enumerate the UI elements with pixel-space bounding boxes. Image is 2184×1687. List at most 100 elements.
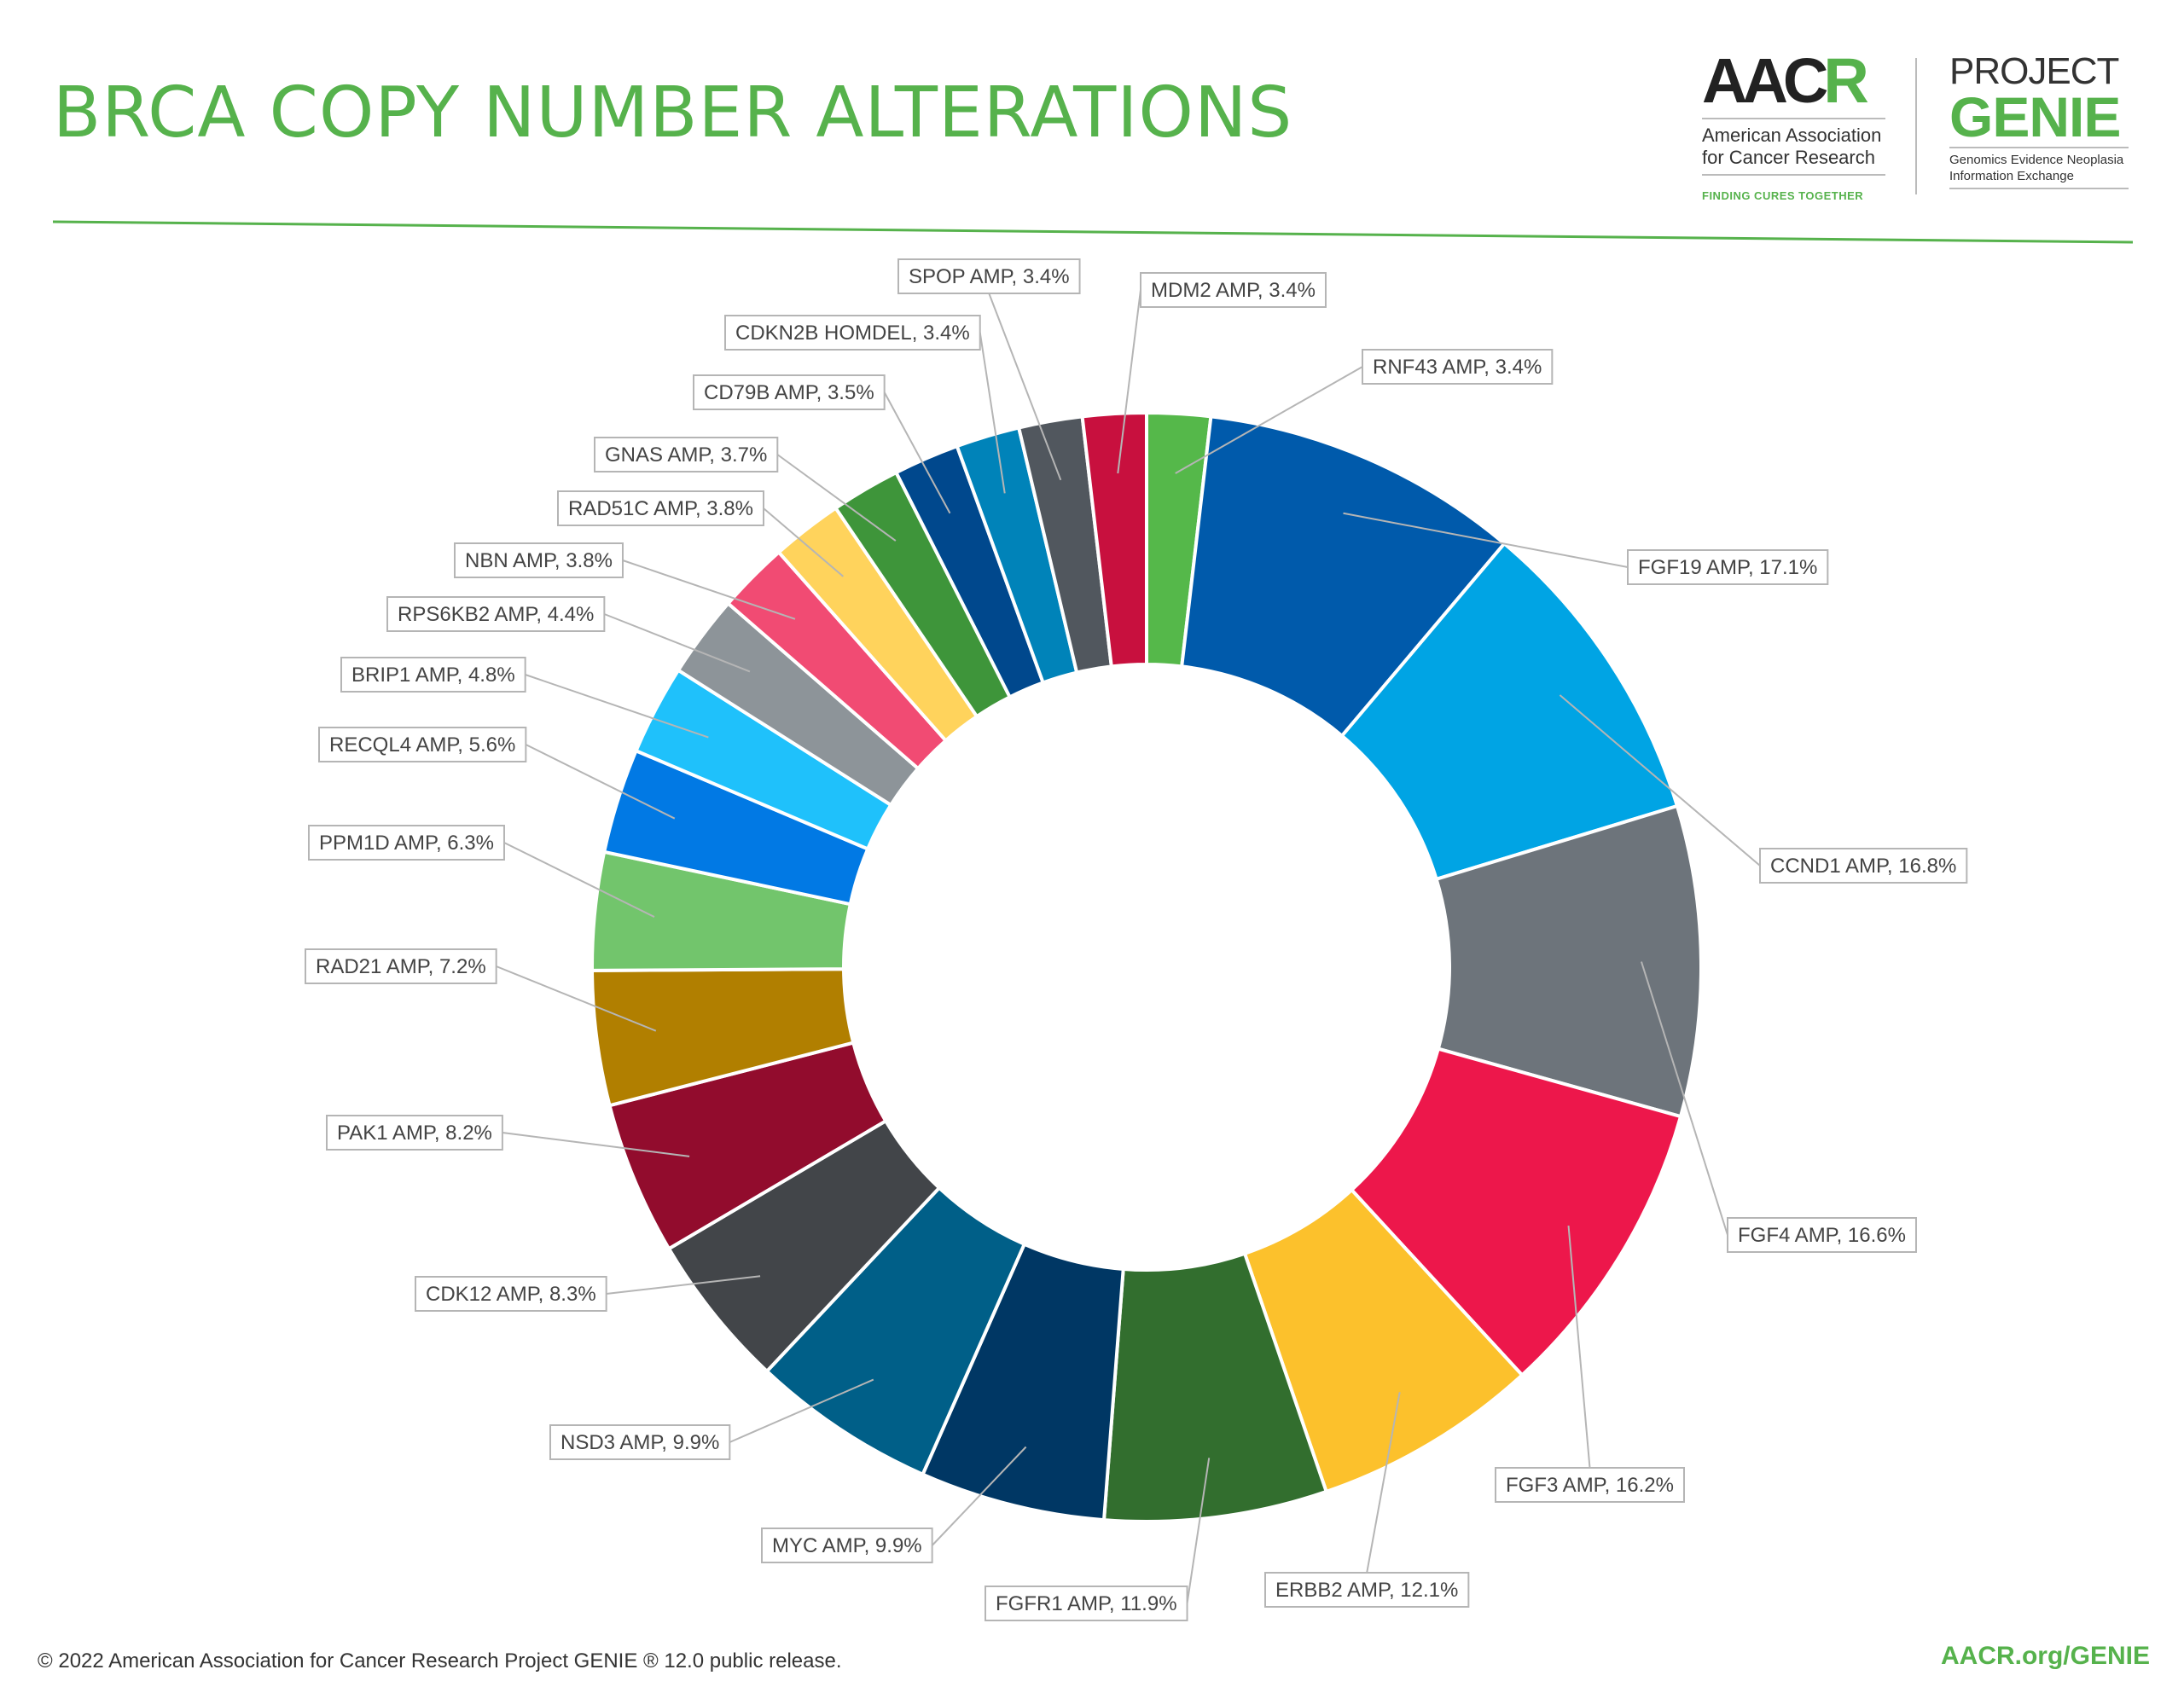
slice-label: RAD21 AMP, 7.2% [305,948,657,1032]
slice-label-text: NSD3 AMP, 9.9% [561,1431,719,1454]
footer-copyright: © 2022 American Association for Cancer R… [38,1649,842,1673]
slice-label-text: CDK12 AMP, 8.3% [426,1283,596,1306]
aacr-name-line2: for Cancer Research [1702,147,1875,168]
slice-label-text: PAK1 AMP, 8.2% [337,1122,492,1145]
slice-leader-line [1343,512,1629,568]
slice-leader-line [979,332,1006,494]
donut-slice [1434,803,1703,1119]
slice-label: ERBB2 AMP, 12.1% [1264,1392,1470,1608]
slice-label: NBN AMP, 3.8% [454,542,796,620]
slice-label-text: RAD51C AMP, 3.8% [568,497,753,520]
slice-label-text: PPM1D AMP, 6.3% [319,832,494,855]
slice-leader-line [1186,1458,1211,1604]
slice-label: FGF4 AMP, 16.6% [1641,961,1917,1253]
slice-label-box [1140,272,1327,308]
slice-label-box [985,1586,1188,1621]
slice-label-box [415,1276,607,1312]
slice-leader-line [496,965,657,1032]
slice-label: CDK12 AMP, 8.3% [415,1275,761,1312]
slice-label-box [386,596,606,632]
slice-label-box [557,490,764,526]
slice-leader-line [1567,1225,1591,1469]
slice-label: RNF43 AMP, 3.4% [1175,349,1554,474]
slice-label-text: RNF43 AMP, 3.4% [1373,356,1542,379]
slice-leader-line [776,454,897,542]
slice-label-box [1264,1572,1470,1608]
slice-label-box [318,727,527,762]
genie-sub-line2: Information Exchange [1949,169,2074,183]
slice-label: RAD51C AMP, 3.8% [557,490,844,577]
slice-label-box [549,1424,731,1460]
slice-leader-line [525,744,676,820]
genie-word: GENIE [1949,85,2121,148]
slice-label-text: FGF19 AMP, 17.1% [1638,556,1817,579]
slice-leader-line [622,559,796,620]
genie-project-word: PROJECT [1949,50,2119,92]
genie-logo-rule-2 [1949,188,2129,189]
slice-label-box [693,374,886,410]
slice-label: FGFR1 AMP, 11.9% [985,1458,1211,1621]
slice-label-box [1727,1217,1917,1253]
aacr-tagline: FINDING CURES TOGETHER [1702,189,1864,202]
slice-label: BRIP1 AMP, 4.8% [340,657,709,739]
aacr-name-line1: American Association [1702,125,1882,146]
genie-sub-line1: Genomics Evidence Neoplasia [1949,153,2124,167]
slice-label-text: SPOP AMP, 3.4% [909,265,1070,288]
slice-label-text: RECQL4 AMP, 5.6% [329,733,515,757]
slice-label: CCND1 AMP, 16.8% [1559,694,1968,884]
slice-leader-line [502,1132,690,1157]
slice-label-text: FGF4 AMP, 16.6% [1738,1224,1906,1247]
slice-label-box [761,1528,933,1563]
donut-slice [1339,541,1680,882]
slice-label-box [326,1115,503,1151]
slice-leader-line [1366,1392,1401,1574]
genie-logo: PROJECT GENIE Genomics Evidence Neoplasi… [1949,53,2137,193]
aacr-logo-rule-2 [1702,174,1885,176]
slice-label-box [1759,848,1968,884]
slice-label-box [340,657,526,693]
slice-leader-line [988,293,1062,481]
aacr-logo: AACR American Association for Cancer Res… [1702,49,1898,202]
slice-leader-line [1559,694,1761,867]
slice-label: PAK1 AMP, 8.2% [326,1115,690,1157]
header-divider-line [52,220,2134,244]
slice-label-text: RAD21 AMP, 7.2% [316,955,486,978]
slice-label-text: MDM2 AMP, 3.4% [1151,279,1316,302]
slice-leader-line [1175,366,1363,474]
footer-link[interactable]: AACR.org/GENIE [1940,1642,2150,1670]
genie-logo-rule [1949,147,2129,148]
slice-leader-line [763,507,844,577]
slice-label: NSD3 AMP, 9.9% [549,1378,874,1460]
slice-label-box [1495,1467,1685,1503]
slice-label: MDM2 AMP, 3.4% [1117,272,1327,474]
slice-label-box [1627,549,1829,585]
slice-label-text: CCND1 AMP, 16.8% [1770,855,1956,878]
slice-label-text: NBN AMP, 3.8% [465,549,613,572]
slice-label-text: CD79B AMP, 3.5% [704,381,874,404]
slice-label-text: ERBB2 AMP, 12.1% [1275,1579,1458,1602]
slice-label: RECQL4 AMP, 5.6% [318,727,676,820]
slice-label: PPM1D AMP, 6.3% [308,825,655,918]
slice-label-text: BRIP1 AMP, 4.8% [351,664,515,687]
slice-labels: RNF43 AMP, 3.4% FGF19 AMP, 17.1% CCND1 AMP… [305,258,1968,1621]
slice-label-text: GNAS AMP, 3.7% [605,443,767,467]
chart-title: BRCA COPY NUMBER ALTERATIONS [53,72,1293,154]
slice-label-text: FGF3 AMP, 16.2% [1506,1474,1674,1497]
slice-label-text: RPS6KB2 AMP, 4.4% [398,603,594,626]
slice-label: RPS6KB2 AMP, 4.4% [386,596,751,673]
donut-slices [590,410,1703,1523]
slice-leader-line [525,674,709,739]
slice-label: GNAS AMP, 3.7% [594,437,897,542]
slice-label-box [724,315,981,351]
aacr-logo-rule [1702,118,1885,119]
slice-leader-line [931,1446,1027,1546]
slice-label-box [305,948,497,984]
slice-label: SPOP AMP, 3.4% [897,258,1081,481]
slice-leader-line [729,1378,874,1443]
slice-label: MYC AMP, 9.9% [761,1446,1027,1563]
slice-label: FGF3 AMP, 16.2% [1495,1225,1685,1503]
aacr-logo-mark: AACR [1702,45,1869,116]
donut-slice [1080,410,1148,669]
slice-leader-line [883,391,951,514]
